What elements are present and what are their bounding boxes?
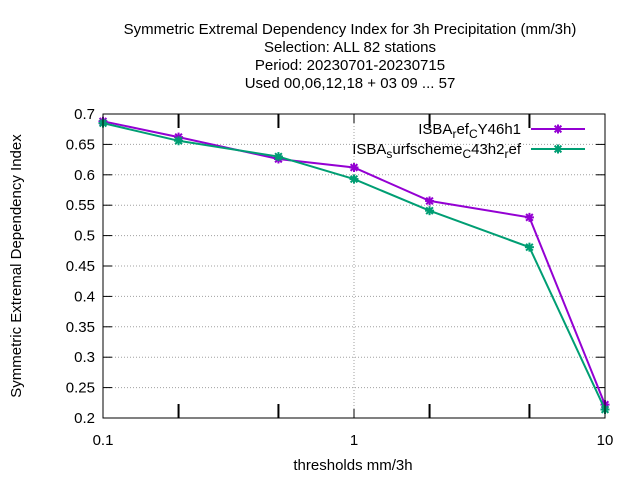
chart-title: Symmetric Extremal Dependency Index for … xyxy=(124,21,577,92)
legend-label-1: ISBArefCY46h1 xyxy=(418,121,521,141)
chart-title-line-4: Used 00,06,12,18 + 03 09 ... 57 xyxy=(245,75,456,92)
y-tick-label: 0.25 xyxy=(66,380,95,397)
x-tick-label: 0.1 xyxy=(93,432,114,449)
y-tick-label: 0.4 xyxy=(74,288,95,305)
series-2-point xyxy=(524,242,534,252)
chart-title-line-2: Selection: ALL 82 stations xyxy=(264,39,436,56)
series-1-point xyxy=(349,163,359,173)
legend-label-2: ISBAsurfschemeC43h2ref xyxy=(352,141,522,161)
x-tick-label: 10 xyxy=(597,432,614,449)
series-2-point xyxy=(174,136,184,146)
x-axis-label: thresholds mm/3h xyxy=(293,457,412,474)
y-tick-label: 0.6 xyxy=(74,167,95,184)
tick-labels: 0.2 0.25 0.3 0.35 0.4 0.45 0.5 0.55 0.6 0.65 0.7 0.… xyxy=(66,106,614,449)
y-tick-label: 0.65 xyxy=(66,136,95,153)
series-2 xyxy=(98,118,610,414)
legend-marker-2 xyxy=(553,144,563,154)
y-tick-label: 0.5 xyxy=(74,228,95,245)
series-2-point xyxy=(349,174,359,184)
series-2-point xyxy=(273,152,283,162)
series-1-point xyxy=(425,196,435,206)
series-2-point xyxy=(425,206,435,216)
y-axis-label: Symmetric Extremal Dependency Index xyxy=(8,134,25,398)
chart-title-line-3: Period: 20230701-20230715 xyxy=(255,57,445,74)
y-tick-label: 0.55 xyxy=(66,197,95,214)
y-tick-label: 0.2 xyxy=(74,410,95,427)
series-1 xyxy=(98,116,610,410)
y-tick-label: 0.45 xyxy=(66,258,95,275)
y-tick-label: 0.35 xyxy=(66,319,95,336)
series-1-point xyxy=(524,212,534,222)
y-tick-label: 0.7 xyxy=(74,106,95,123)
plot-frame xyxy=(102,113,606,419)
y-tick-label: 0.3 xyxy=(74,349,95,366)
chart-title-line-1: Symmetric Extremal Dependency Index for … xyxy=(124,21,577,38)
legend-marker-1 xyxy=(553,124,563,134)
grid-lines xyxy=(103,114,605,418)
x-tick-label: 1 xyxy=(350,432,358,449)
